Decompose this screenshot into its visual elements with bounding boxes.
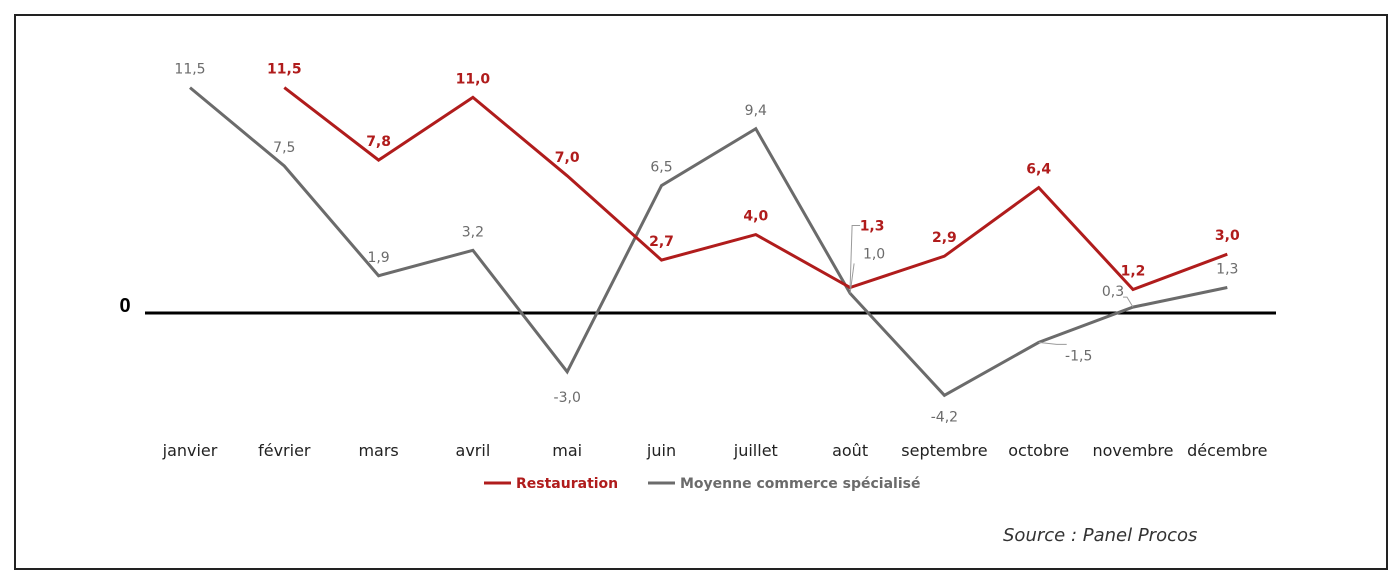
data-label-restauration: 7,8 bbox=[366, 134, 391, 150]
data-label-moyenne: 1,9 bbox=[367, 250, 389, 266]
data-label-restauration: 7,0 bbox=[555, 150, 580, 166]
x-tick-label: novembre bbox=[1092, 441, 1173, 460]
label-leader-line bbox=[1038, 341, 1067, 345]
data-label-moyenne: 11,5 bbox=[174, 62, 205, 78]
x-tick-label: février bbox=[258, 441, 311, 460]
data-label-moyenne: 0,3 bbox=[1102, 284, 1124, 300]
x-tick-label: mars bbox=[358, 441, 398, 460]
x-tick-label: juillet bbox=[733, 441, 778, 460]
legend-label-restauration: Restauration bbox=[516, 476, 618, 492]
x-tick-label: mai bbox=[552, 441, 582, 460]
data-label-restauration: 1,3 bbox=[860, 219, 885, 235]
source-note: Source : Panel Procos bbox=[1003, 525, 1198, 546]
data-label-moyenne: 7,5 bbox=[273, 140, 295, 156]
data-label-restauration: 2,9 bbox=[932, 230, 957, 246]
data-label-restauration: 11,0 bbox=[456, 71, 491, 87]
data-label-moyenne: 6,5 bbox=[650, 160, 672, 176]
data-label-moyenne: -3,0 bbox=[554, 390, 581, 406]
x-tick-label: octobre bbox=[1008, 441, 1069, 460]
data-label-moyenne: 1,3 bbox=[1216, 262, 1238, 278]
label-leader-line bbox=[1123, 296, 1134, 308]
x-tick-label: janvier bbox=[162, 441, 218, 460]
data-label-restauration: 3,0 bbox=[1215, 228, 1240, 244]
data-label-moyenne: 1,0 bbox=[863, 246, 885, 262]
x-tick-label: septembre bbox=[901, 441, 987, 460]
data-label-moyenne: 9,4 bbox=[745, 103, 767, 119]
data-label-moyenne: -4,2 bbox=[931, 409, 958, 425]
x-tick-label: août bbox=[832, 441, 868, 460]
data-label-moyenne: -1,5 bbox=[1065, 348, 1092, 364]
legend-label-moyenne: Moyenne commerce spécialisé bbox=[680, 476, 920, 492]
x-tick-label: avril bbox=[456, 441, 491, 460]
series-line-restauration bbox=[283, 86, 1228, 292]
series-line-moyenne bbox=[189, 86, 1228, 398]
data-label-restauration: 6,4 bbox=[1026, 162, 1051, 178]
label-leader-line bbox=[849, 263, 855, 294]
data-label-restauration: 11,5 bbox=[267, 62, 302, 78]
data-label-moyenne: 3,2 bbox=[462, 224, 484, 240]
zero-label: 0 bbox=[119, 295, 130, 317]
x-tick-label: décembre bbox=[1187, 441, 1267, 460]
chart-inner-border bbox=[14, 14, 1388, 514]
x-tick-label: juin bbox=[646, 441, 676, 460]
data-label-restauration: 1,2 bbox=[1121, 263, 1146, 279]
label-leader-line bbox=[849, 225, 861, 288]
data-label-restauration: 4,0 bbox=[743, 209, 768, 225]
data-label-restauration: 2,7 bbox=[649, 234, 674, 250]
